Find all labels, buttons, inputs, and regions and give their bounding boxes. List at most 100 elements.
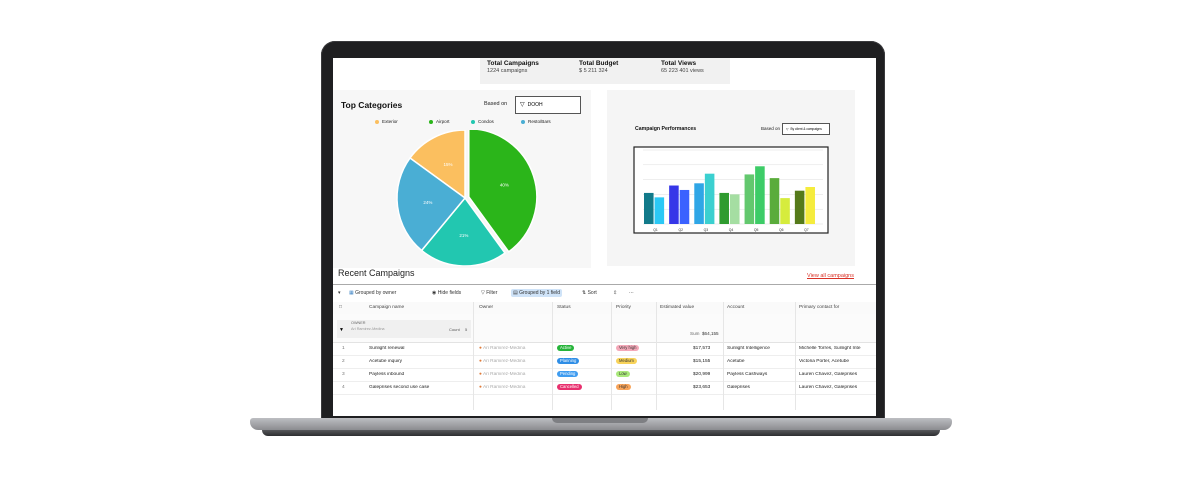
view-all-campaigns-link[interactable]: View all campaigns <box>807 273 854 279</box>
priority-badge[interactable]: Medium <box>616 358 637 364</box>
sort-label: Sort <box>587 290 597 296</box>
bar-Q6-s1[interactable] <box>769 178 780 224</box>
col-priority[interactable]: Priority <box>616 305 631 310</box>
bar-Q6-s2[interactable] <box>780 198 790 224</box>
expand-group-icon[interactable]: ▼ <box>339 327 344 333</box>
table-row[interactable]: 3 Payless inbound ● Ari Ramirez-Medina Pend… <box>333 369 876 382</box>
owner-cell[interactable]: ● Ari Ramirez-Medina <box>479 346 549 351</box>
column-divider <box>552 302 553 410</box>
group-header[interactable]: OWNER ▼ Ari Ramirez-Medina Count 5 <box>337 320 471 338</box>
priority-badge[interactable]: High <box>616 384 631 390</box>
column-divider <box>723 302 724 410</box>
bar-Q1-s2[interactable] <box>654 197 665 224</box>
bar-Q2-s1[interactable] <box>669 185 679 224</box>
pie-chart: 15% 40% 21% 24% <box>396 130 538 266</box>
bar-Q5-s2[interactable] <box>755 166 765 224</box>
bar-Q4-s1[interactable] <box>719 192 729 224</box>
priority-badge[interactable]: Very high <box>616 345 640 351</box>
contact-cell[interactable]: Michelle Torres, Sunlight Inte <box>799 346 861 351</box>
owner-cell[interactable]: ● Ari Ramirez-Medina <box>479 385 549 390</box>
bar-Q7-s1[interactable] <box>794 190 805 224</box>
bar-Q5-s1[interactable] <box>744 174 755 224</box>
avatar-icon: ● <box>479 346 482 351</box>
filter-icon: ▽ <box>481 290 485 296</box>
bar-Q4-s2[interactable] <box>729 194 740 224</box>
group-sum: $64,155 <box>702 331 719 336</box>
estimated-value: $23,653 <box>693 385 711 390</box>
laptop-base <box>250 418 952 430</box>
col-account[interactable]: Account <box>727 305 745 310</box>
filter-button[interactable]: ▽ Filter <box>481 290 497 296</box>
status-badge[interactable]: Planning <box>557 358 580 364</box>
owner-cell[interactable]: ● Ari Ramirez-Medina <box>479 372 549 377</box>
bar-Q3-s1[interactable] <box>694 183 704 224</box>
table-row[interactable]: 1 Sunlight renewal ● Ari Ramirez-Medina Act… <box>333 343 876 356</box>
owner-cell[interactable]: ● Ari Ramirez-Medina <box>479 359 549 364</box>
col-estimated-value[interactable]: Estimated value <box>660 305 695 310</box>
pie-slice-exterior[interactable] <box>408 130 466 200</box>
legend-dot <box>471 119 475 124</box>
legend-item-airport[interactable]: Airport <box>429 119 450 124</box>
cp-based-on-value: By client & campaigns <box>790 127 822 131</box>
select-all-checkbox[interactable]: □ <box>339 305 342 310</box>
x-tick-label: Q7 <box>804 228 809 232</box>
column-divider <box>611 302 612 410</box>
grid-icon: ▦ <box>349 290 354 296</box>
pie-slice-resto-bars[interactable] <box>396 156 467 252</box>
col-primary-contact[interactable]: Primary contact for <box>799 305 840 310</box>
priority-badge[interactable]: Low <box>616 371 630 377</box>
pie-slice-airport[interactable] <box>468 130 538 253</box>
col-owner[interactable]: Owner <box>479 305 494 310</box>
campaign-name[interactable]: Acetube inquiry <box>369 359 403 364</box>
group-row: OWNER ▼ Ari Ramirez-Medina Count 5 Sum $… <box>333 314 876 343</box>
owner-name: Ari Ramirez-Medina <box>482 359 526 364</box>
stats-bar: Total Campaigns 1224 campaigns Total Bud… <box>480 58 730 84</box>
table-row[interactable]: 2 Acetube inquiry ● Ari Ramirez-Medina Plan… <box>333 356 876 369</box>
table-row[interactable]: 4 Galeprises second use case ● Ari Ramirez… <box>333 382 876 395</box>
account-cell[interactable]: Acetube <box>727 359 745 364</box>
col-campaign-name[interactable]: Campaign name <box>369 305 405 310</box>
status-badge[interactable]: Pending <box>557 371 579 377</box>
grouped-button[interactable]: ▤ Grouped by 1 field <box>511 289 562 297</box>
col-status[interactable]: Status <box>557 305 571 310</box>
sort-button[interactable]: ⇅ Sort <box>582 290 597 296</box>
contact-cell[interactable]: Victoria Porter, Acetube <box>799 359 850 364</box>
bar-Q1-s1[interactable] <box>644 192 654 224</box>
priority-pill: Low <box>616 371 630 377</box>
based-on-label: Based on <box>484 101 508 107</box>
more-icon[interactable]: ⋯ <box>629 290 634 296</box>
group-label: Grouped by owner <box>355 290 397 296</box>
laptop-base-underside <box>262 430 940 436</box>
status-badge[interactable]: Active <box>557 345 575 351</box>
group-by-owner-button[interactable]: ▦ Grouped by owner <box>349 290 396 296</box>
campaign-name[interactable]: Galeprises second use case <box>369 385 430 390</box>
based-on-filter-select[interactable]: ▽ DOOH <box>515 96 581 114</box>
x-tick-label: Q2 <box>678 228 683 232</box>
status-pill: Cancelled <box>557 384 582 390</box>
row-height-icon[interactable]: ⇳ <box>613 290 618 296</box>
row-number: 4 <box>342 385 345 390</box>
legend-item-resto-bars[interactable]: Resto/Bars <box>521 119 551 124</box>
campaign-name[interactable]: Payless inbound <box>369 372 405 377</box>
legend-item-exterior[interactable]: Exterior <box>375 119 398 124</box>
priority-pill: High <box>616 384 631 390</box>
legend-item-condos[interactable]: Condos <box>471 119 494 124</box>
contact-cell[interactable]: Lauren Chavez, Galeprises <box>799 372 858 377</box>
laptop-notch <box>552 418 648 423</box>
bar-Q7-s2[interactable] <box>805 187 815 224</box>
bar-Q2-s2[interactable] <box>679 189 690 224</box>
bar-Q3-s2[interactable] <box>704 173 715 224</box>
status-badge[interactable]: Cancelled <box>557 384 582 390</box>
pie-slice-condos[interactable] <box>420 196 507 266</box>
stat-value: 1224 campaigns <box>487 68 528 74</box>
campaign-name[interactable]: Sunlight renewal <box>369 346 405 351</box>
pie-slice-label: 40% <box>500 183 509 188</box>
collapse-icon[interactable]: ▾ <box>338 290 341 296</box>
account-cell[interactable]: Payless Cashways <box>727 372 768 377</box>
x-tick-label: Q1 <box>653 228 658 232</box>
hide-fields-button[interactable]: ◉ Hide fields <box>432 290 461 296</box>
account-cell[interactable]: Sunlight Intelligence <box>727 346 770 351</box>
account-cell[interactable]: Galeprises <box>727 385 750 390</box>
cp-based-on-select[interactable]: ▽ By client & campaigns <box>782 123 830 135</box>
contact-cell[interactable]: Lauren Chavez, Galeprises <box>799 385 858 390</box>
